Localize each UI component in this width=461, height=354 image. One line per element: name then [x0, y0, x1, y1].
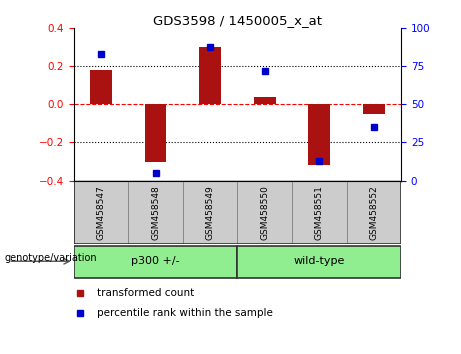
Bar	[74, 246, 237, 278]
Text: GSM458552: GSM458552	[369, 185, 378, 240]
Bar	[128, 181, 183, 244]
Text: transformed count: transformed count	[97, 287, 194, 298]
Title: GDS3598 / 1450005_x_at: GDS3598 / 1450005_x_at	[153, 14, 322, 27]
Text: genotype/variation: genotype/variation	[5, 253, 97, 263]
Bar	[183, 181, 237, 244]
Text: GSM458547: GSM458547	[96, 185, 106, 240]
Bar	[347, 181, 401, 244]
Bar	[237, 181, 292, 244]
Text: GSM458549: GSM458549	[206, 185, 215, 240]
Bar	[74, 181, 128, 244]
Bar	[145, 104, 166, 161]
Bar	[199, 47, 221, 104]
Text: p300 +/-: p300 +/-	[131, 256, 180, 266]
Bar	[237, 246, 401, 278]
Bar	[308, 104, 330, 165]
Text: GSM458551: GSM458551	[315, 185, 324, 240]
Bar	[292, 181, 347, 244]
Text: percentile rank within the sample: percentile rank within the sample	[97, 308, 272, 318]
Bar	[254, 97, 276, 104]
Text: GSM458548: GSM458548	[151, 185, 160, 240]
Bar	[363, 104, 384, 114]
Text: GSM458550: GSM458550	[260, 185, 269, 240]
Text: wild-type: wild-type	[294, 256, 345, 266]
Bar	[90, 70, 112, 104]
